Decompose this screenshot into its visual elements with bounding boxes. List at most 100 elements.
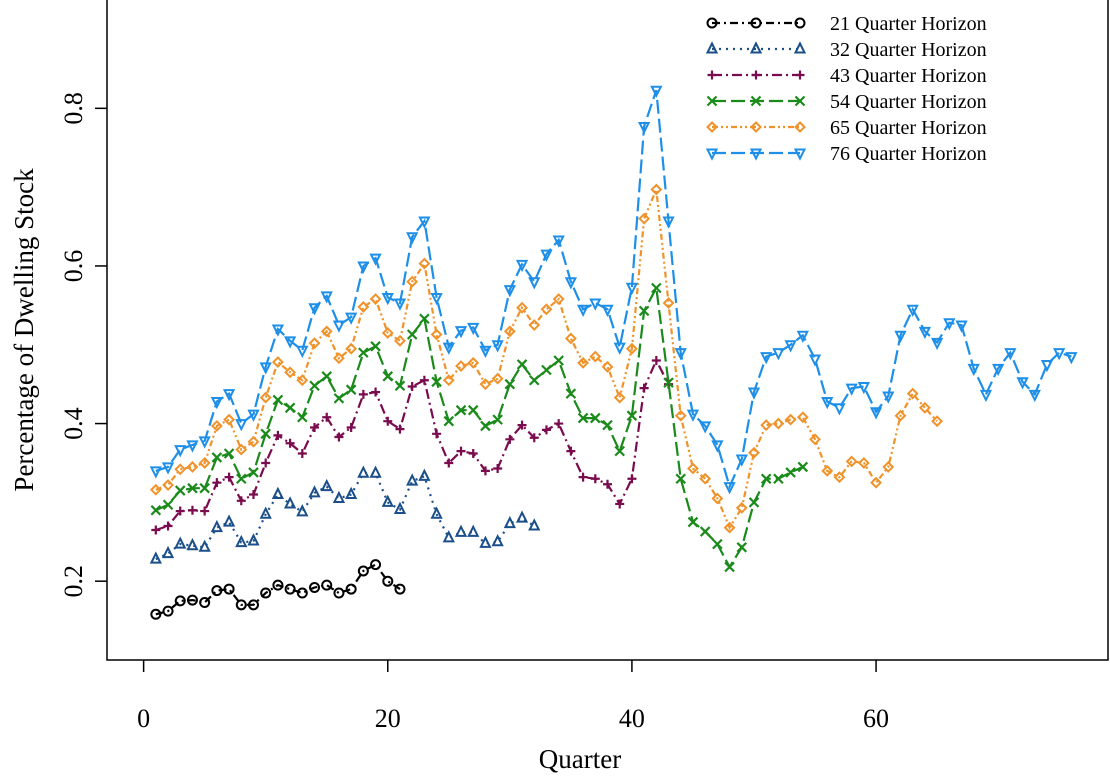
y-tick-label: 0.8 xyxy=(59,92,88,125)
data-point xyxy=(638,212,651,225)
data-point xyxy=(454,326,468,339)
legend-marker xyxy=(706,121,718,133)
legend-marker xyxy=(706,95,718,107)
data-point xyxy=(187,505,197,515)
data-point xyxy=(222,389,236,402)
data-point xyxy=(235,443,248,456)
data-point xyxy=(223,583,235,595)
data-point xyxy=(554,419,564,429)
data-point xyxy=(174,595,186,607)
data-point xyxy=(552,235,565,248)
data-point xyxy=(455,360,467,372)
legend-item: 76 Quarter Horizon xyxy=(705,143,987,165)
legend-marker xyxy=(794,17,806,29)
data-point xyxy=(601,304,614,318)
data-point xyxy=(199,482,210,494)
data-point xyxy=(223,448,235,459)
data-point xyxy=(821,464,834,477)
data-point xyxy=(382,575,394,587)
data-point xyxy=(918,401,931,414)
series-2 xyxy=(149,465,541,564)
data-point xyxy=(650,85,663,98)
x-tick-label: 40 xyxy=(619,704,645,733)
data-point xyxy=(236,473,247,485)
data-point xyxy=(1065,352,1078,365)
data-point xyxy=(735,501,748,514)
data-point xyxy=(809,433,821,446)
legend-item: 32 Quarter Horizon xyxy=(705,39,987,61)
data-point xyxy=(381,292,394,306)
legend-marker xyxy=(706,17,718,29)
data-point xyxy=(528,518,541,531)
data-point xyxy=(747,387,761,400)
data-point xyxy=(150,504,162,516)
data-point xyxy=(259,506,272,519)
data-point xyxy=(589,298,602,311)
data-point xyxy=(491,534,504,547)
data-point xyxy=(663,377,674,388)
legend-label: 54 Quarter Horizon xyxy=(830,91,987,113)
data-point xyxy=(432,429,442,439)
data-point xyxy=(760,473,772,485)
data-point xyxy=(503,285,516,298)
data-point xyxy=(442,374,455,387)
data-point xyxy=(613,342,626,355)
data-point xyxy=(491,340,504,353)
data-point xyxy=(162,479,174,491)
data-point xyxy=(615,499,625,509)
data-point xyxy=(1028,389,1041,403)
data-point xyxy=(370,341,381,352)
data-point xyxy=(979,389,993,403)
data-point xyxy=(736,542,748,553)
data-point xyxy=(174,536,187,549)
data-point xyxy=(882,461,895,473)
data-point xyxy=(357,465,370,478)
legend-marker xyxy=(705,148,719,161)
series-1 xyxy=(150,559,406,620)
data-point xyxy=(870,476,882,489)
data-point xyxy=(358,389,368,399)
data-point xyxy=(149,551,162,564)
data-point xyxy=(186,440,199,453)
data-point xyxy=(857,457,870,469)
data-point xyxy=(211,452,223,463)
data-point xyxy=(259,362,272,375)
data-point xyxy=(564,277,577,290)
data-point xyxy=(199,596,211,608)
data-point xyxy=(955,320,968,333)
x-tick-label: 60 xyxy=(863,704,889,733)
data-point xyxy=(930,337,944,351)
data-point xyxy=(259,391,272,404)
data-point xyxy=(382,371,394,382)
data-point xyxy=(333,352,345,365)
data-point xyxy=(273,430,283,440)
legend-marker xyxy=(794,121,806,133)
data-point xyxy=(627,474,637,484)
data-point xyxy=(235,599,247,611)
data-point xyxy=(174,445,187,458)
data-point xyxy=(407,382,417,392)
data-point xyxy=(320,478,333,492)
data-point xyxy=(320,291,333,304)
data-point xyxy=(296,374,309,387)
series-line xyxy=(155,189,938,530)
data-point xyxy=(333,393,345,404)
data-point xyxy=(773,473,784,485)
data-point xyxy=(248,490,258,499)
data-point xyxy=(760,352,773,365)
data-point xyxy=(393,501,407,514)
legend-marker xyxy=(750,121,762,133)
data-point xyxy=(284,583,296,595)
data-point xyxy=(1004,348,1017,361)
legend-label: 65 Quarter Horizon xyxy=(830,117,987,139)
data-point xyxy=(699,472,712,485)
data-point xyxy=(187,482,198,494)
data-point xyxy=(553,355,564,366)
data-point xyxy=(358,347,369,358)
data-point xyxy=(1040,359,1054,373)
data-point xyxy=(687,462,699,475)
data-point xyxy=(161,545,175,559)
data-point xyxy=(283,496,297,509)
data-point xyxy=(454,524,468,537)
